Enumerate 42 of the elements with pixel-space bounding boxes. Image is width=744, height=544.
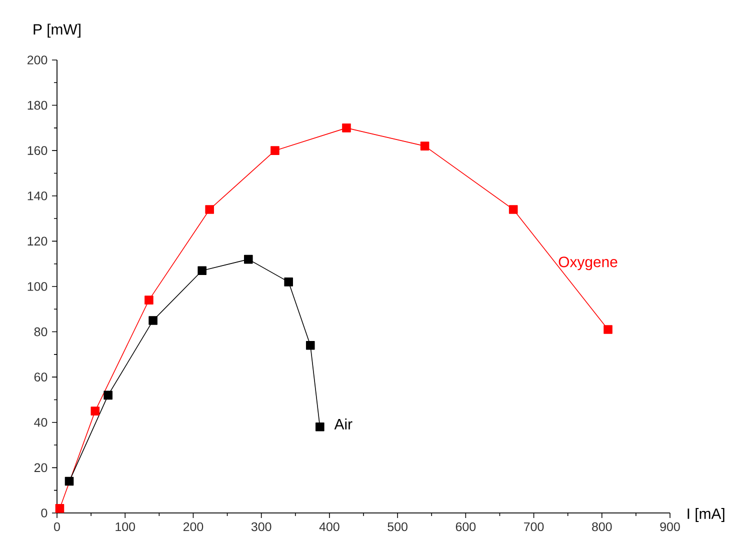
y-tick-label: 200	[28, 56, 48, 64]
x-tick-label: 400	[319, 522, 340, 532]
y-tick-label: 40	[34, 418, 48, 427]
point	[508, 205, 518, 214]
point	[604, 325, 612, 334]
x-tick-label: 700	[524, 522, 544, 532]
series-label: Air	[334, 418, 352, 430]
point	[244, 254, 253, 264]
point	[144, 296, 154, 304]
y-tick-label: 160	[28, 146, 48, 155]
point	[316, 422, 324, 432]
x-tick-label: 800	[592, 522, 612, 532]
y-tick-label: 180	[28, 100, 48, 110]
series-label: Oxygene	[558, 256, 618, 270]
x-tick-label: 900	[660, 522, 680, 532]
y-axis-title: P [mW]	[34, 24, 80, 38]
y-tick-label: 0	[41, 508, 48, 518]
x-tick-label: 600	[456, 522, 476, 532]
point	[55, 504, 64, 513]
y-tick-label: 20	[34, 463, 48, 472]
x-tick-label: 300	[251, 522, 272, 532]
y-tick-label: 120	[28, 236, 48, 246]
x-tick-label: 100	[116, 522, 136, 532]
point	[198, 266, 206, 276]
x-tick-label: 0	[54, 522, 60, 532]
point	[205, 205, 214, 214]
point	[104, 390, 112, 400]
point	[270, 146, 280, 155]
x-axis-title: I [mA]	[688, 508, 724, 522]
point	[342, 124, 351, 132]
y-tick-label: 140	[28, 191, 48, 200]
point	[420, 142, 430, 150]
x-tick-label: 200	[183, 522, 204, 532]
y-tick-label: 60	[34, 372, 48, 382]
point	[90, 406, 100, 416]
y-tick-label: 80	[34, 327, 48, 336]
point	[64, 476, 74, 486]
x-tick-label: 500	[388, 522, 408, 532]
point	[148, 316, 158, 325]
y-tick-label: 100	[28, 282, 48, 291]
point	[284, 278, 293, 286]
point	[306, 340, 315, 350]
